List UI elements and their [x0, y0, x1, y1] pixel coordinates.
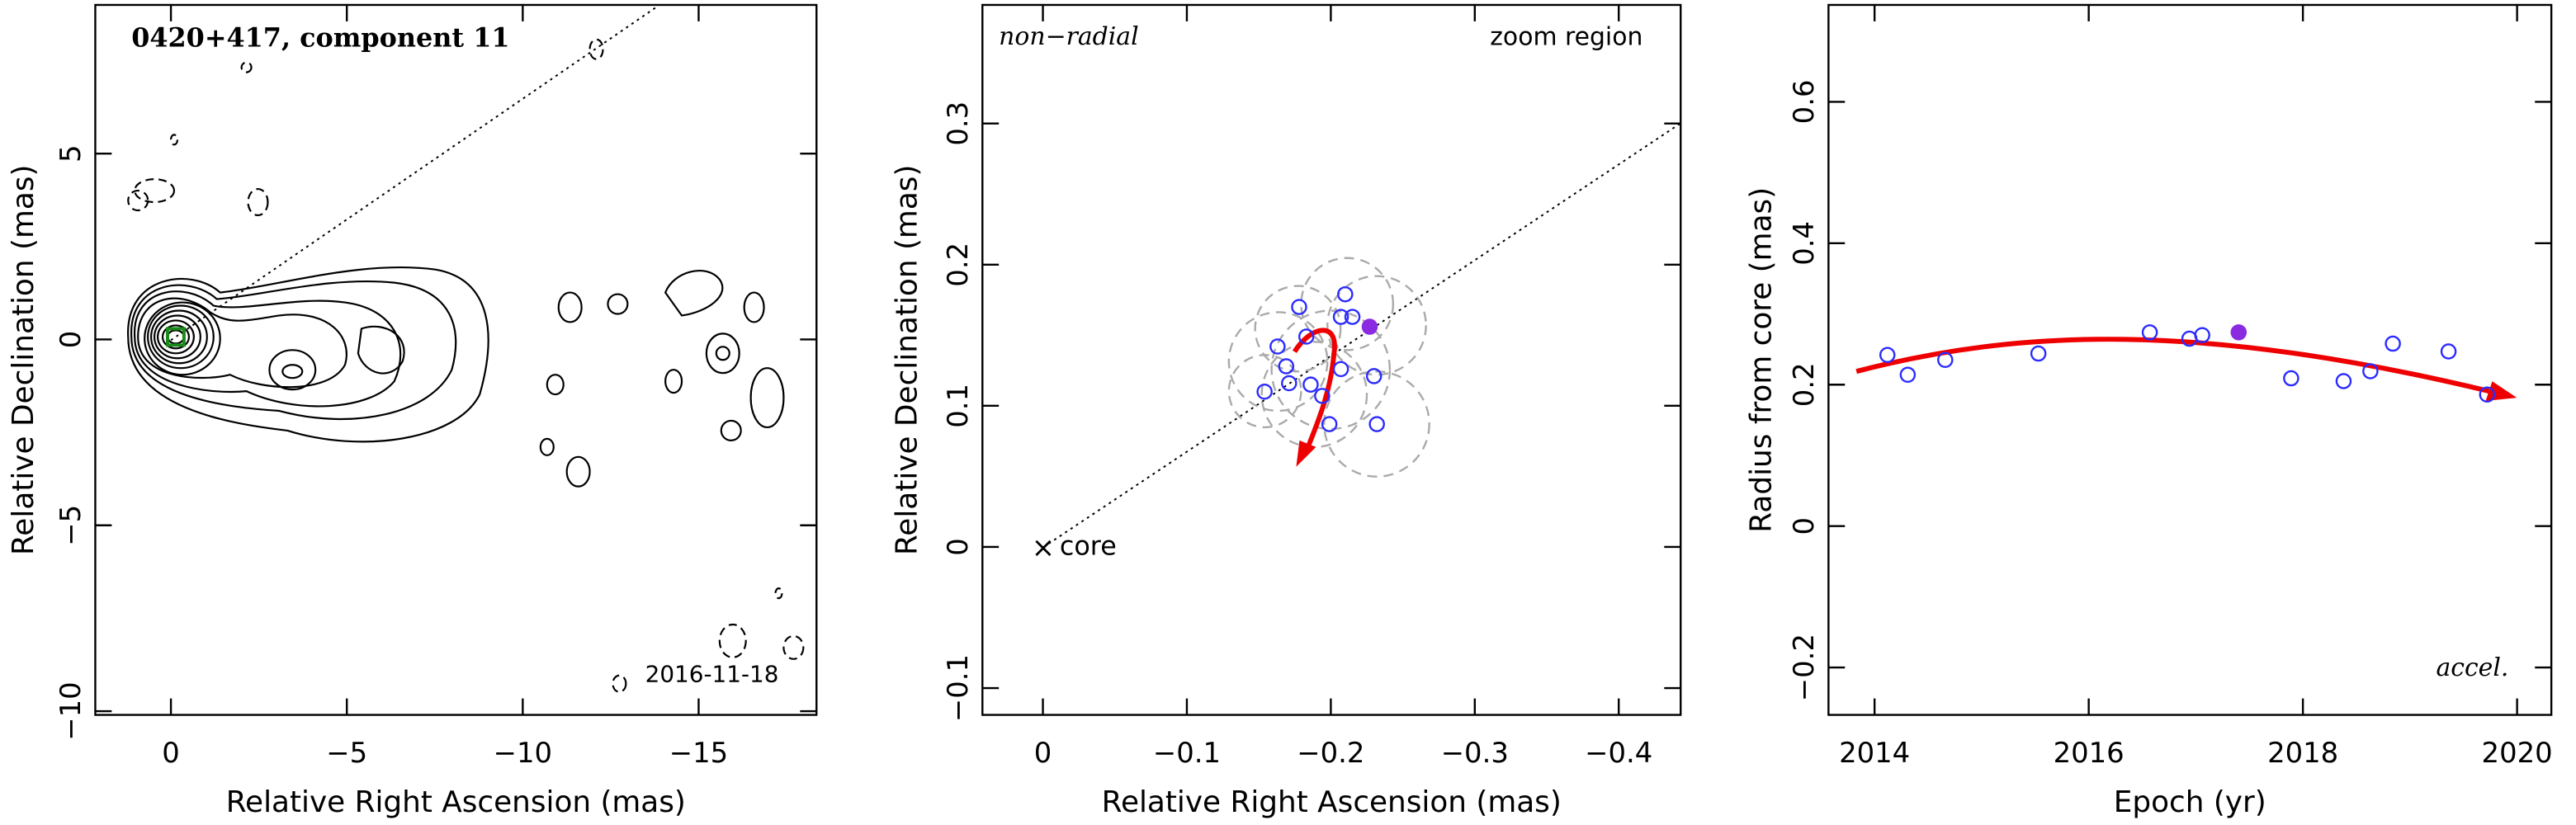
- core-cross: ×: [1032, 531, 1055, 563]
- y-tick-label: 0: [1788, 517, 1820, 535]
- zoom-decor: ×: [1032, 122, 1681, 563]
- frame: [1827, 3, 2553, 716]
- y-axis-label: Radius from core (mas): [1745, 187, 1779, 533]
- y-tick-label: 0.4: [1788, 221, 1820, 266]
- point: [1337, 285, 1354, 303]
- x-tick-label: 2018: [2267, 737, 2338, 769]
- x-tick-label: −10: [494, 737, 552, 769]
- date-label: 2016-11-18: [645, 661, 779, 688]
- arrow-head: [2485, 381, 2517, 402]
- point: [2194, 327, 2210, 344]
- point: [1344, 309, 1361, 325]
- point: [2141, 324, 2158, 341]
- annotation: non−radial: [999, 22, 1138, 51]
- annotation: zoom region: [1490, 22, 1642, 51]
- x-axis-label: Relative Right Ascension (mas): [1102, 785, 1562, 819]
- point: [2335, 373, 2352, 389]
- point: [1937, 351, 1954, 369]
- point: [1278, 358, 1295, 375]
- point: [2030, 345, 2047, 362]
- frame: [94, 3, 818, 716]
- y-tick-label: −5: [54, 505, 87, 546]
- point: [1302, 376, 1319, 393]
- point: [1361, 318, 1378, 335]
- y-tick-label: 0.1: [942, 384, 974, 428]
- panel-title: 0420+417, component 11: [131, 21, 509, 53]
- x-tick-label: −0.4: [1585, 737, 1652, 769]
- point: [1321, 416, 1338, 432]
- point: [1879, 346, 1896, 364]
- x-tick-label: −0.3: [1441, 737, 1509, 769]
- point: [1291, 299, 1307, 315]
- point: [1297, 328, 1315, 345]
- x-axis-label: Epoch (yr): [2114, 785, 2266, 819]
- x-tick-label: 2020: [2482, 737, 2553, 769]
- point: [1899, 366, 1917, 384]
- point: [2362, 363, 2379, 380]
- point: [2385, 335, 2401, 352]
- point: [1314, 388, 1331, 404]
- point: [1365, 368, 1383, 384]
- point: [1368, 416, 1385, 432]
- y-tick-label: 0: [54, 331, 87, 349]
- point: [2440, 343, 2457, 360]
- x-tick-label: 0: [1034, 737, 1052, 769]
- fit-arrow: [1855, 337, 2490, 394]
- x-tick-label: −15: [669, 737, 728, 769]
- y-axis-label: Relative Declination (mas): [7, 165, 40, 555]
- point: [2283, 370, 2299, 387]
- y-tick-label: 0.2: [1788, 362, 1820, 407]
- point: [2230, 324, 2248, 341]
- y-tick-label: 5: [54, 144, 87, 163]
- annotation: core: [1060, 530, 1117, 561]
- x-tick-label: −5: [326, 737, 367, 769]
- contour-map: [127, 6, 805, 693]
- x-tick-label: 2016: [2054, 737, 2125, 769]
- y-tick-label: 0: [942, 538, 974, 556]
- point: [1332, 361, 1349, 378]
- x-tick-label: 2014: [1839, 737, 1910, 769]
- y-tick-label: −0.1: [942, 654, 974, 722]
- point: [1269, 338, 1286, 355]
- direction-line: [170, 6, 658, 342]
- annotation: accel.: [2436, 653, 2508, 682]
- arrow-head: [1296, 440, 1316, 467]
- y-tick-label: 0.2: [942, 243, 974, 287]
- point: [1256, 383, 1273, 400]
- x-tick-label: −0.1: [1153, 737, 1221, 769]
- core-marker: [166, 327, 186, 347]
- y-axis-label: Relative Declination (mas): [891, 165, 924, 555]
- y-tick-label: −0.2: [1788, 634, 1820, 701]
- point: [1281, 375, 1297, 392]
- x-axis-label: Relative Right Ascension (mas): [226, 785, 686, 819]
- point: [2479, 386, 2496, 403]
- y-tick-label: −10: [54, 681, 87, 740]
- point: [1332, 309, 1349, 325]
- x-tick-label: 0: [162, 737, 180, 769]
- x-tick-label: −0.2: [1297, 737, 1364, 769]
- y-tick-label: 0.3: [942, 101, 974, 146]
- y-tick-label: 0.6: [1788, 79, 1820, 124]
- direction-line: [1042, 122, 1681, 549]
